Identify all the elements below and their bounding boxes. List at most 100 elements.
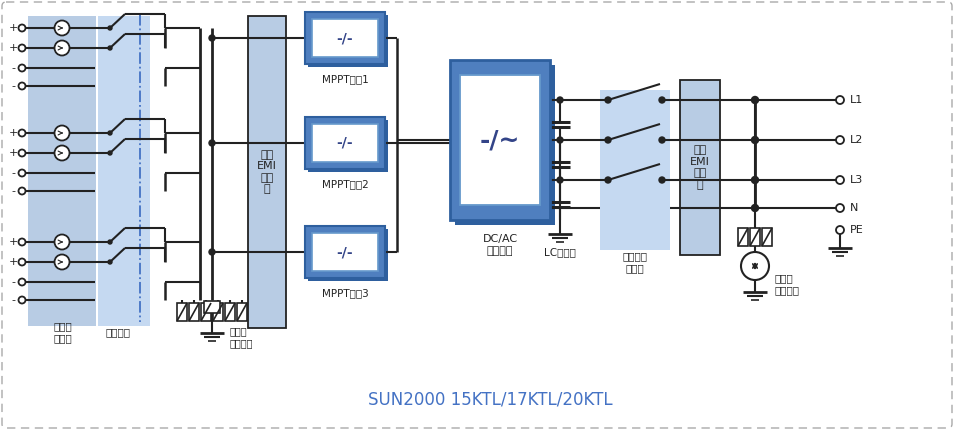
Text: MPPT电路1: MPPT电路1 (321, 74, 368, 84)
Circle shape (108, 151, 112, 155)
Text: +: + (9, 43, 18, 53)
Circle shape (751, 136, 758, 144)
Circle shape (604, 97, 610, 103)
Bar (459, 75, 539, 205)
Circle shape (659, 97, 664, 103)
Bar (455, 65, 555, 225)
Circle shape (557, 177, 562, 183)
Circle shape (209, 140, 214, 146)
Circle shape (209, 249, 214, 255)
Text: -: - (11, 63, 15, 73)
Text: 输出隔离
继电器: 输出隔离 继电器 (622, 251, 647, 273)
Text: 输入电
流检测: 输入电 流检测 (53, 321, 72, 343)
Bar (305, 226, 385, 278)
Bar (312, 124, 377, 162)
Text: -/-: -/- (336, 31, 353, 45)
Text: PE: PE (849, 225, 862, 235)
Bar (679, 80, 720, 255)
Circle shape (18, 258, 26, 265)
Circle shape (108, 46, 112, 50)
Bar (450, 60, 550, 220)
Text: 直流开关: 直流开关 (106, 327, 131, 337)
Bar (749, 228, 760, 246)
Bar (305, 117, 385, 169)
Circle shape (18, 64, 26, 71)
Circle shape (108, 240, 112, 244)
Bar (308, 120, 388, 172)
Text: +: + (9, 128, 18, 138)
Text: +: + (9, 23, 18, 33)
Circle shape (835, 204, 843, 212)
Circle shape (18, 83, 26, 89)
Bar (599, 90, 669, 250)
Circle shape (54, 145, 70, 160)
Bar (213, 303, 223, 321)
Circle shape (18, 150, 26, 157)
Text: MPPT电路3: MPPT电路3 (321, 288, 368, 298)
Circle shape (835, 96, 843, 104)
Circle shape (659, 177, 664, 183)
Text: SUN2000 15KTL/17KTL/20KTL: SUN2000 15KTL/17KTL/20KTL (367, 391, 612, 409)
Circle shape (18, 279, 26, 286)
Text: L3: L3 (849, 175, 862, 185)
Circle shape (54, 40, 70, 55)
Text: -: - (11, 186, 15, 196)
Circle shape (54, 234, 70, 249)
Text: -: - (11, 168, 15, 178)
Circle shape (209, 35, 214, 41)
Circle shape (604, 137, 610, 143)
Bar (98, 16, 150, 326)
Circle shape (54, 255, 70, 270)
Bar (204, 301, 220, 313)
Text: 直流浪
涌保护器: 直流浪 涌保护器 (230, 326, 253, 348)
Bar (312, 19, 377, 57)
Bar (28, 16, 96, 326)
Circle shape (18, 239, 26, 246)
Circle shape (751, 176, 758, 184)
Text: 交流浪
涌保护器: 交流浪 涌保护器 (774, 273, 800, 295)
Circle shape (18, 25, 26, 31)
Circle shape (18, 297, 26, 304)
Circle shape (108, 131, 112, 135)
Bar (308, 15, 388, 67)
Circle shape (835, 136, 843, 144)
Circle shape (18, 169, 26, 176)
Circle shape (18, 187, 26, 194)
Circle shape (751, 205, 758, 212)
Text: -: - (11, 277, 15, 287)
Text: -: - (11, 81, 15, 91)
Circle shape (108, 260, 112, 264)
Text: -/-: -/- (336, 136, 353, 150)
Text: 输出
EMI
滤波
器: 输出 EMI 滤波 器 (689, 145, 709, 190)
Circle shape (659, 137, 664, 143)
Bar (305, 12, 385, 64)
Bar (761, 228, 771, 246)
Circle shape (557, 97, 562, 103)
Bar (177, 303, 187, 321)
Bar (201, 303, 211, 321)
Text: LC滤波器: LC滤波器 (543, 247, 576, 257)
Circle shape (604, 177, 610, 183)
Text: N: N (849, 203, 858, 213)
Circle shape (835, 226, 843, 234)
Text: -: - (11, 295, 15, 305)
Bar (236, 303, 247, 321)
Circle shape (835, 176, 843, 184)
Bar (225, 303, 234, 321)
Circle shape (18, 44, 26, 52)
Circle shape (54, 21, 70, 36)
Circle shape (108, 26, 112, 30)
Circle shape (751, 96, 758, 104)
Text: L1: L1 (849, 95, 862, 105)
Bar (308, 229, 388, 281)
Text: L2: L2 (849, 135, 862, 145)
Bar (312, 233, 377, 271)
Text: DC/AC
逆变电路: DC/AC 逆变电路 (482, 234, 517, 255)
Text: +: + (9, 148, 18, 158)
Bar (248, 16, 286, 328)
Circle shape (557, 137, 562, 143)
Text: -/-: -/- (336, 245, 353, 259)
Text: +: + (9, 257, 18, 267)
Bar (189, 303, 199, 321)
Text: 输入
EMI
滤波
器: 输入 EMI 滤波 器 (256, 150, 276, 194)
